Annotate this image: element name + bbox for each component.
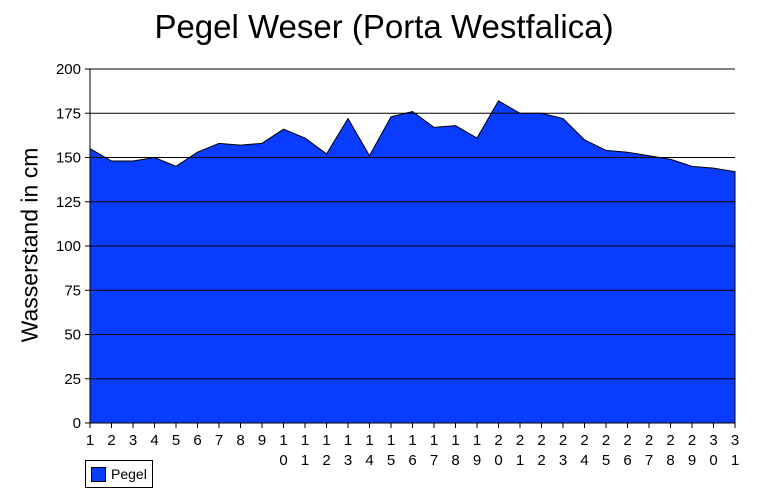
x-tick-label: 7 xyxy=(215,432,223,449)
area-series-pegel xyxy=(89,100,736,424)
y-tick-label: 150 xyxy=(56,150,81,167)
legend: Pegel xyxy=(85,460,153,488)
x-tick-label: 6 xyxy=(193,432,201,449)
x-tick-label: 8 xyxy=(236,432,244,449)
x-tick-label: 3 xyxy=(129,432,137,449)
y-tick-label: 100 xyxy=(56,238,81,255)
y-tick-label: 175 xyxy=(56,105,81,122)
x-tick-label: 5 xyxy=(172,432,180,449)
y-tick-label: 200 xyxy=(56,61,81,78)
legend-label: Pegel xyxy=(111,466,147,482)
legend-swatch xyxy=(91,466,106,482)
x-tick-label: 1 xyxy=(86,432,94,449)
y-tick-label: 0 xyxy=(73,415,81,432)
y-tick-label: 50 xyxy=(64,327,81,344)
y-tick-label: 75 xyxy=(64,282,81,299)
y-tick-label: 125 xyxy=(56,194,81,211)
x-tick-label: 2 xyxy=(107,432,115,449)
chart-title: Pegel Weser (Porta Westfalica) xyxy=(154,8,614,45)
y-tick-label: 25 xyxy=(64,371,81,388)
x-tick-label: 9 xyxy=(258,432,266,449)
x-tick-label: 4 xyxy=(150,432,158,449)
